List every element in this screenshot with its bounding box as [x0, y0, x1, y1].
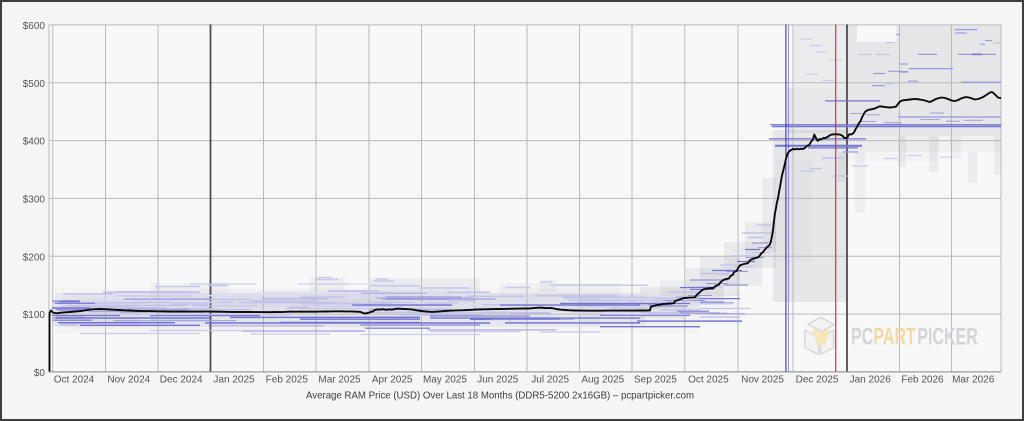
svg-text:Apr 2025: Apr 2025	[372, 375, 413, 386]
svg-text:PICKER: PICKER	[917, 323, 978, 350]
svg-text:Average RAM Price (USD) Over L: Average RAM Price (USD) Over Last 18 Mon…	[306, 390, 694, 402]
svg-text:Feb 2025: Feb 2025	[266, 375, 309, 386]
svg-text:$100: $100	[23, 310, 46, 321]
svg-text:Jan 2025: Jan 2025	[213, 375, 255, 386]
svg-text:$400: $400	[23, 137, 46, 148]
svg-text:Jun 2025: Jun 2025	[477, 375, 519, 386]
svg-text:Feb 2026: Feb 2026	[901, 375, 944, 386]
svg-text:Oct 2025: Oct 2025	[688, 375, 729, 386]
svg-text:$500: $500	[23, 79, 46, 90]
svg-text:Oct 2024: Oct 2024	[54, 375, 95, 386]
svg-text:$600: $600	[23, 21, 46, 32]
svg-text:Aug 2025: Aug 2025	[581, 375, 624, 386]
svg-text:$200: $200	[23, 252, 46, 263]
svg-text:PART: PART	[873, 323, 916, 350]
svg-text:$0: $0	[34, 368, 46, 379]
svg-text:Mar 2026: Mar 2026	[952, 375, 995, 386]
svg-text:$300: $300	[23, 195, 46, 206]
svg-text:Mar 2025: Mar 2025	[318, 375, 361, 386]
svg-text:May 2025: May 2025	[423, 375, 467, 386]
svg-text:Jan 2026: Jan 2026	[850, 375, 892, 386]
svg-text:Nov 2025: Nov 2025	[741, 375, 784, 386]
svg-text:Jul 2025: Jul 2025	[531, 375, 569, 386]
svg-text:Nov 2024: Nov 2024	[107, 375, 150, 386]
svg-text:Sep 2025: Sep 2025	[634, 375, 677, 386]
svg-text:Dec 2025: Dec 2025	[796, 375, 839, 386]
svg-text:PC: PC	[851, 323, 873, 350]
svg-text:Dec 2024: Dec 2024	[160, 375, 203, 386]
